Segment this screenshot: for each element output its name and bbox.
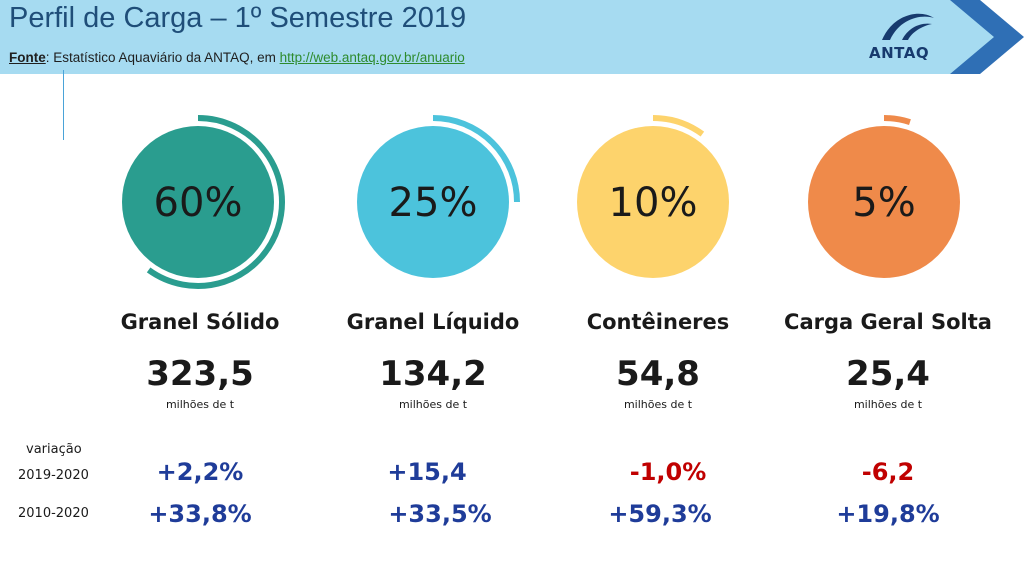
source-text: : Estatístico Aquaviário da ANTAQ, em <box>45 50 280 65</box>
variation-2019-2020-value: +2,2% <box>156 458 244 486</box>
antaq-logo-text: ANTAQ <box>869 44 930 62</box>
unit-label: milhões de t <box>165 398 235 411</box>
variation-row-label-2010-2020: 2010-2020 <box>18 506 89 521</box>
gauge-arc <box>652 115 705 137</box>
gauge-disc <box>577 126 729 278</box>
variation-2019-2020-value: -6,2 <box>861 458 915 486</box>
category-column: Contêineres 54,8 milhões de t <box>538 310 778 411</box>
source-line: Fonte: Estatístico Aquaviário da ANTAQ, … <box>9 50 465 65</box>
amount-value: 25,4 <box>846 354 930 394</box>
variation-row-label-2019-2020: 2019-2020 <box>18 468 89 483</box>
share-gauge: 60% <box>122 115 285 289</box>
divider-line <box>63 70 64 140</box>
variation-caption: variação <box>26 442 82 457</box>
variation-2019-2020-value: +15,4 <box>387 458 467 486</box>
gauge-arc <box>146 115 285 289</box>
header-background <box>0 0 1004 74</box>
category-column: Granel Sólido 323,5 milhões de t <box>80 310 320 411</box>
page-title: Perfil de Carga – 1º Semestre 2019 <box>9 2 467 34</box>
share-gauge: 5% <box>808 115 960 278</box>
share-percent-label: 10% <box>609 180 698 226</box>
amount-value: 54,8 <box>616 354 700 394</box>
gauge-disc <box>808 126 960 278</box>
category-column: Granel Líquido 134,2 milhões de t <box>313 310 553 411</box>
share-percent-label: 5% <box>852 180 915 226</box>
gauge-disc <box>357 126 509 278</box>
unit-label: milhões de t <box>853 398 923 411</box>
amount-value: 134,2 <box>379 354 487 394</box>
antaq-logo-icon <box>882 13 934 40</box>
category-name: Granel Líquido <box>346 310 520 334</box>
unit-label: milhões de t <box>623 398 693 411</box>
header-arrow-icon <box>950 0 1024 74</box>
category-name: Contêineres <box>586 310 730 334</box>
source-label: Fonte <box>9 50 46 65</box>
category-column: Carga Geral Solta 25,4 milhões de t <box>768 310 1008 411</box>
gauge-arc <box>432 115 520 203</box>
variation-2010-2020-value: +19,8% <box>836 500 940 528</box>
share-gauges: 60% 25% 10% 5% <box>122 115 960 289</box>
unit-label: milhões de t <box>398 398 468 411</box>
amount-value: 323,5 <box>146 354 254 394</box>
category-name: Granel Sólido <box>120 310 280 334</box>
share-percent-label: 60% <box>154 180 243 226</box>
source-link[interactable]: http://web.antaq.gov.br/anuario <box>279 50 465 65</box>
share-gauge: 10% <box>577 115 729 278</box>
header-band <box>0 0 1024 74</box>
gauge-disc <box>122 126 274 278</box>
share-percent-label: 25% <box>389 180 478 226</box>
gauge-arc <box>883 115 911 125</box>
share-gauge: 25% <box>357 115 520 278</box>
variation-2010-2020-value: +33,8% <box>148 500 252 528</box>
variation-2019-2020-value: -1,0% <box>629 458 707 486</box>
category-name: Carga Geral Solta <box>784 310 992 334</box>
variation-2010-2020-value: +33,5% <box>388 500 492 528</box>
variation-2010-2020-value: +59,3% <box>608 500 712 528</box>
